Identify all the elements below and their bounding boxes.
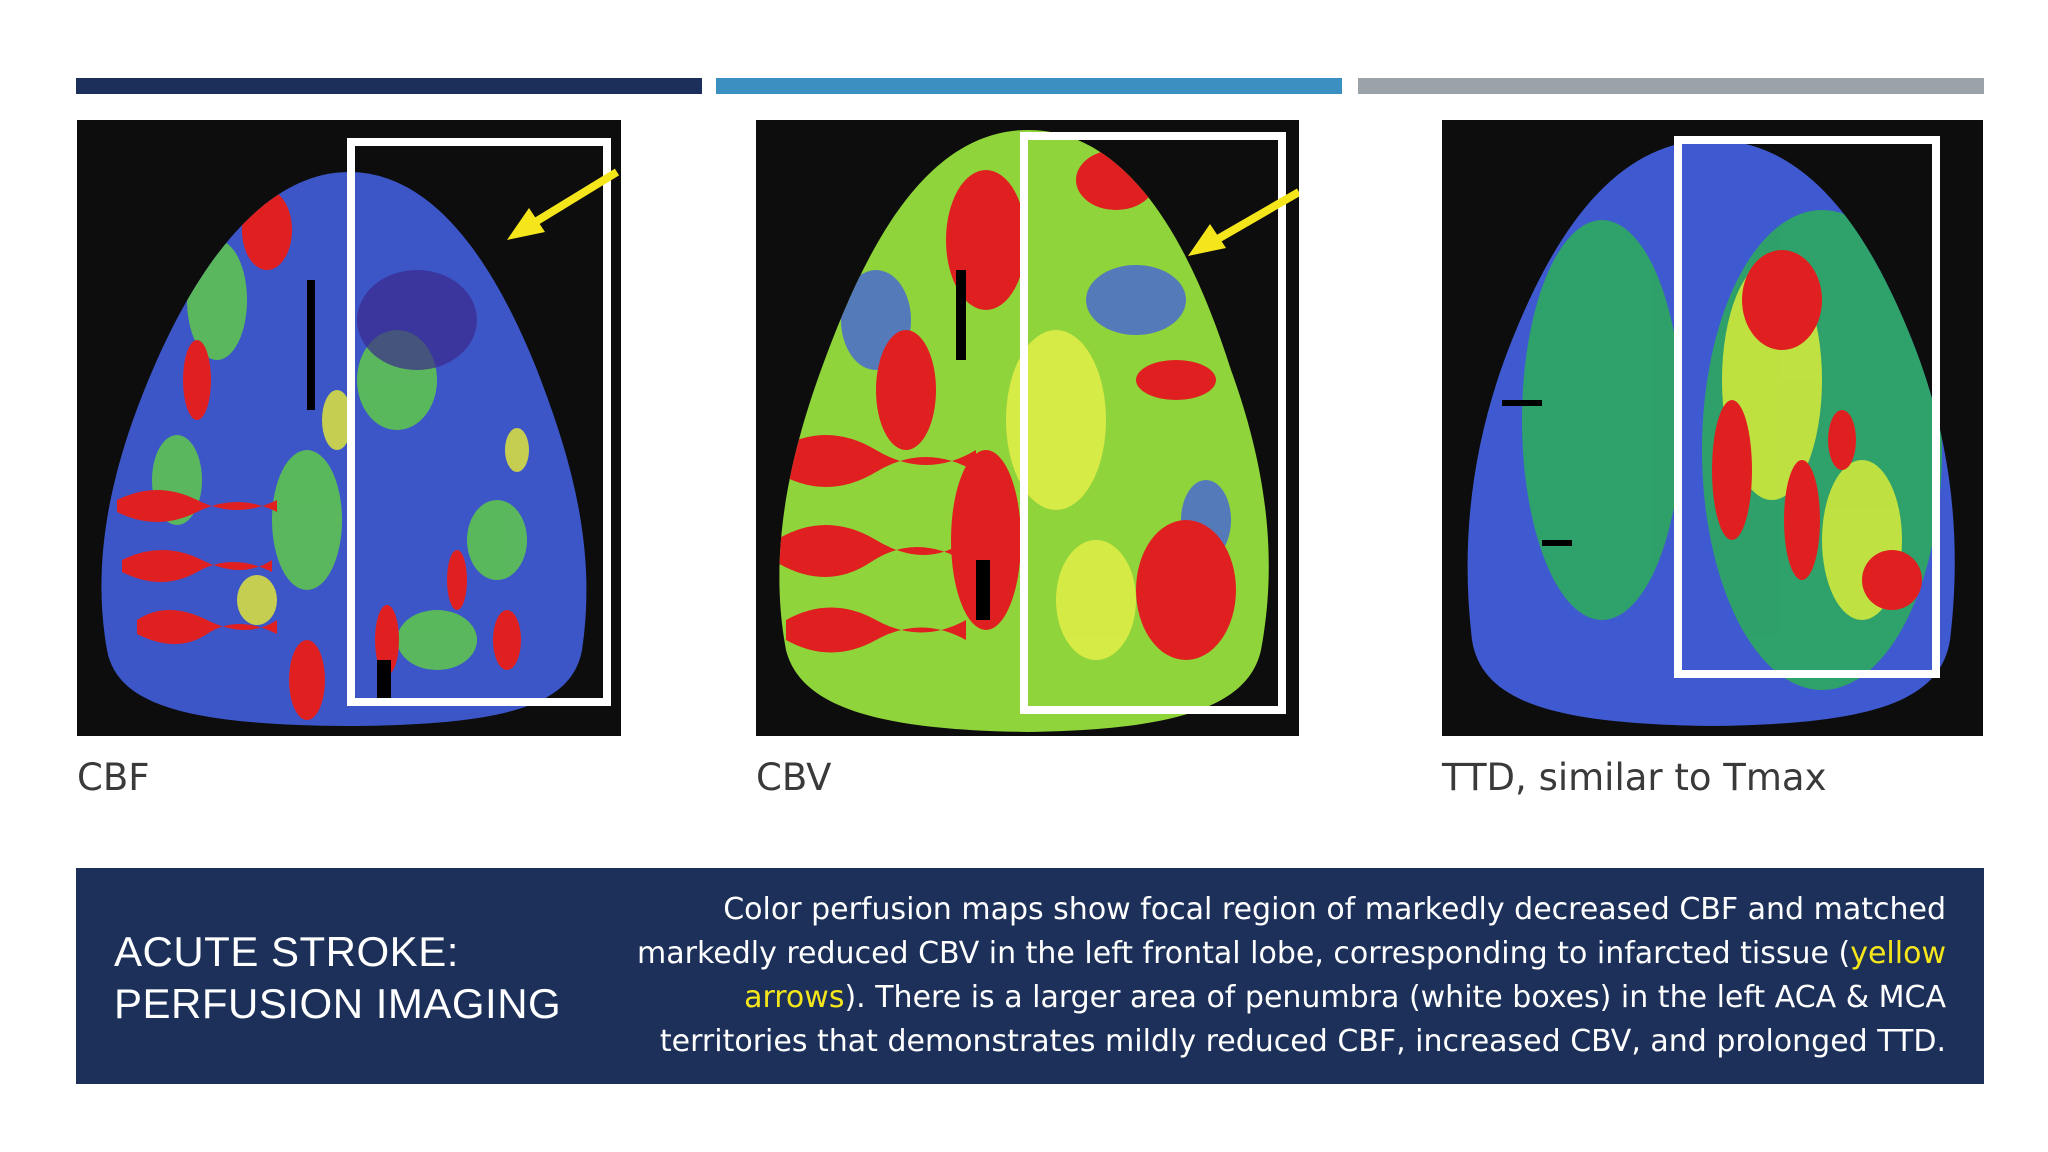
- ttd-perfusion-map: [1442, 120, 1983, 736]
- cbf-perfusion-map: [77, 120, 621, 736]
- cbv-perfusion-map: [756, 120, 1299, 736]
- slide-description: Color perfusion maps show focal region o…: [606, 888, 1946, 1064]
- cbv-label: CBV: [756, 756, 832, 799]
- yellow-arrow-icon: [1188, 188, 1299, 256]
- penumbra-box: [1674, 136, 1940, 678]
- description-part-2: ). There is a larger area of penumbra (w…: [659, 980, 1946, 1059]
- description-highlight: yellow arrows: [744, 936, 1946, 1015]
- penumbra-box: [1020, 132, 1286, 714]
- accent-bar-blue: [716, 78, 1342, 94]
- cbf-label: CBF: [77, 756, 150, 799]
- yellow-arrow-icon: [507, 168, 620, 240]
- ttd-label: TTD, similar to Tmax: [1442, 756, 1827, 799]
- description-part-1: Color perfusion maps show focal region o…: [637, 892, 1946, 971]
- penumbra-box: [347, 138, 611, 706]
- slide-title-line-2: PERFUSION IMAGING: [114, 980, 562, 1027]
- slide-title-line-1: ACUTE STROKE:: [114, 928, 459, 975]
- slide-title: ACUTE STROKE: PERFUSION IMAGING: [114, 926, 561, 1030]
- accent-bar-dark: [76, 78, 702, 94]
- accent-bar-gray: [1358, 78, 1984, 94]
- footer-banner: ACUTE STROKE: PERFUSION IMAGING Color pe…: [76, 868, 1984, 1084]
- ttd-brain-map: [1467, 140, 1955, 726]
